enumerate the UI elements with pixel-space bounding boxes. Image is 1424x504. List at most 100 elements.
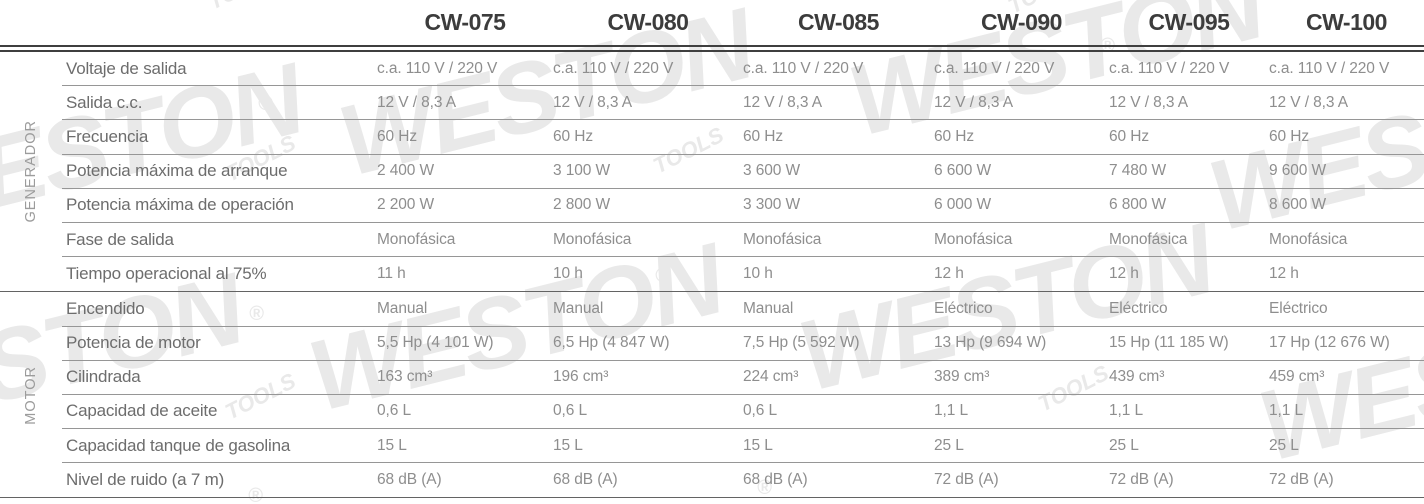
spec-row: Fase de salida Monofásica Monofásica Monofá… [62, 223, 1424, 258]
column-header-cw-090: CW-090 [981, 9, 1062, 35]
spec-value: 2 800 W [553, 196, 611, 214]
row-label: Capacidad tanque de gasolina [66, 435, 291, 455]
spec-row: Capacidad tanque de gasolina 15 L 15 L 15 L… [62, 429, 1424, 464]
spec-value: 25 L [934, 436, 964, 454]
spec-value: 2 400 W [377, 162, 435, 180]
section-rows: Encendido Manual Manual Manual Eléctrico Eléc… [62, 292, 1424, 497]
row-label: Frecuencia [66, 126, 149, 146]
spec-row: Salida c.c. 12 V / 8,3 A 12 V / 8,3 A 12 V … [62, 86, 1424, 121]
spec-row: Cilindrada 163 cm³ 196 cm³ 224 cm³ 389 cm³ 43… [62, 361, 1424, 395]
spec-value: Monofásica [553, 230, 632, 248]
spec-value: Monofásica [1269, 230, 1348, 248]
column-header-cw-080: CW-080 [607, 9, 689, 35]
spec-value: 60 Hz [934, 127, 974, 145]
spec-value: 1,1 L [1109, 402, 1143, 420]
spec-value: 12 V / 8,3 A [553, 93, 632, 111]
spec-value: 2 200 W [377, 196, 435, 214]
column-header-cw-075: CW-075 [424, 9, 506, 35]
spec-value: 12 h [934, 265, 964, 283]
row-label: Voltaje de salida [66, 58, 187, 78]
model-header-row: CW-075 CW-080 CW-085 CW-090 CW-095 CW-100 [0, 0, 1424, 45]
spec-value: Manual [553, 299, 604, 317]
spec-value: 0,6 L [553, 402, 587, 420]
spec-row: Encendido Manual Manual Manual Eléctrico Eléc… [62, 292, 1424, 327]
spec-value: c.a. 110 V / 220 V [1109, 59, 1230, 77]
section-generador: GENERADOR Voltaje de salida c.a. 110 V / 2… [0, 52, 1424, 293]
spec-value: 7 480 W [1109, 162, 1167, 180]
spec-value: 459 cm³ [1269, 368, 1325, 386]
row-label: Salida c.c. [66, 92, 143, 112]
spec-value: c.a. 110 V / 220 V [1269, 59, 1390, 77]
spec-value: 8 600 W [1269, 196, 1327, 214]
spec-value: 3 300 W [743, 196, 801, 214]
spec-value: 72 dB (A) [1269, 471, 1334, 489]
column-header-cw-095: CW-095 [1148, 9, 1230, 35]
row-label: Potencia máxima de arranque [66, 161, 288, 181]
spec-value: Monofásica [743, 230, 822, 248]
spec-value: 9 600 W [1269, 162, 1327, 180]
spec-value: 68 dB (A) [553, 471, 618, 489]
spec-value: 25 L [1269, 436, 1299, 454]
spec-value: 60 Hz [1109, 127, 1149, 145]
row-label: Capacidad de aceite [66, 401, 218, 421]
spec-row: Potencia máxima de operación 2 200 W 2 800… [62, 189, 1424, 223]
row-label: Cilindrada [66, 367, 141, 387]
spec-value: Eléctrico [1109, 299, 1168, 317]
spec-row: Frecuencia 60 Hz 60 Hz 60 Hz 60 Hz 60 Hz 60 Hz [62, 120, 1424, 155]
section-gutter: MOTOR [0, 292, 62, 497]
spec-value: 72 dB (A) [934, 471, 999, 489]
column-header-cw-100: CW-100 [1306, 9, 1387, 35]
spec-value: 72 dB (A) [1109, 471, 1174, 489]
section-motor: MOTOR Encendido Manual Manual Manual Eléctric… [0, 292, 1424, 499]
spec-value: 1,1 L [1269, 402, 1303, 420]
spec-row: Potencia de motor 5,5 Hp (4 101 W) 6,5 Hp … [62, 327, 1424, 361]
spec-value: Eléctrico [1269, 299, 1328, 317]
spec-value: 12 V / 8,3 A [1269, 93, 1348, 111]
spec-value: 11 h [377, 265, 406, 283]
spec-value: 12 h [1269, 265, 1299, 283]
spec-value: 196 cm³ [553, 368, 609, 386]
spec-value: 1,1 L [934, 402, 968, 420]
spec-value: 15 L [377, 436, 407, 454]
spec-value: 3 100 W [553, 162, 611, 180]
spec-value: 13 Hp (9 694 W) [934, 334, 1047, 352]
spec-value: 10 h [743, 265, 773, 283]
spec-value: 439 cm³ [1109, 368, 1165, 386]
spec-row: Voltaje de salida c.a. 110 V / 220 V c.a. … [62, 52, 1424, 87]
spec-value: 15 Hp (11 185 W) [1109, 334, 1229, 352]
spec-value: 15 L [743, 436, 773, 454]
spec-value: Monofásica [1109, 230, 1188, 248]
spec-value: 68 dB (A) [743, 471, 808, 489]
spec-value: 0,6 L [377, 402, 411, 420]
spec-value: 5,5 Hp (4 101 W) [377, 334, 494, 352]
spec-row: Tiempo operacional al 75% 11 h 10 h 10 h 12 … [62, 257, 1424, 291]
spec-value: 60 Hz [553, 127, 593, 145]
spec-value: Manual [743, 299, 794, 317]
spec-value: 6,5 Hp (4 847 W) [553, 334, 670, 352]
spec-value: 68 dB (A) [377, 471, 442, 489]
spec-value: Monofásica [377, 230, 456, 248]
row-label: Tiempo operacional al 75% [66, 264, 267, 284]
spec-value: Eléctrico [934, 299, 993, 317]
spec-value: c.a. 110 V / 220 V [553, 59, 674, 77]
spec-value: 224 cm³ [743, 368, 799, 386]
spec-row: Potencia máxima de arranque 2 400 W 3 100 … [62, 155, 1424, 189]
spec-value: 163 cm³ [377, 368, 433, 386]
spec-row: Capacidad de aceite 0,6 L 0,6 L 0,6 L 1,1 L 1… [62, 395, 1424, 430]
row-label: Encendido [66, 298, 145, 318]
row-label: Potencia de motor [66, 333, 201, 353]
spec-value: 12 V / 8,3 A [377, 93, 456, 111]
spec-value: 60 Hz [1269, 127, 1309, 145]
spec-value: 60 Hz [377, 127, 417, 145]
row-label: Potencia máxima de operación [66, 195, 294, 215]
spec-row: Nivel de ruido (a 7 m) 68 dB (A) 68 dB (A)… [62, 463, 1424, 497]
spec-value: 6 800 W [1109, 196, 1167, 214]
section-label: MOTOR [23, 365, 39, 425]
column-header-cw-085: CW-085 [798, 9, 879, 35]
spec-value: 15 L [553, 436, 583, 454]
spec-value: 3 600 W [743, 162, 801, 180]
spec-value: 12 h [1109, 265, 1139, 283]
spec-value: c.a. 110 V / 220 V [934, 59, 1055, 77]
